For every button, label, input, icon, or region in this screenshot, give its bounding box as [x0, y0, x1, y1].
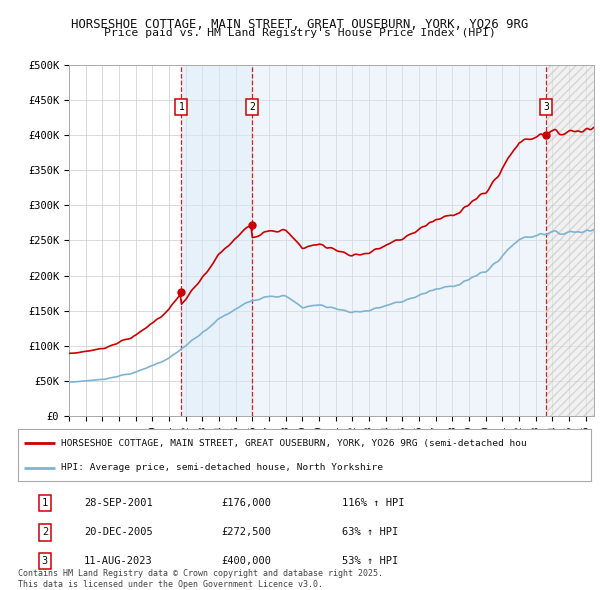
Bar: [181, 65, 252, 416]
Text: 20-DEC-2005: 20-DEC-2005: [84, 527, 152, 537]
Bar: [546, 65, 594, 416]
Text: 1: 1: [178, 102, 184, 112]
Text: 2: 2: [249, 102, 255, 112]
Text: Contains HM Land Registry data © Crown copyright and database right 2025.
This d: Contains HM Land Registry data © Crown c…: [18, 569, 383, 589]
Bar: [252, 65, 546, 416]
Text: £400,000: £400,000: [221, 556, 271, 566]
Text: £272,500: £272,500: [221, 527, 271, 537]
Text: 53% ↑ HPI: 53% ↑ HPI: [342, 556, 398, 566]
Text: HORSESHOE COTTAGE, MAIN STREET, GREAT OUSEBURN, YORK, YO26 9RG (semi-detached ho: HORSESHOE COTTAGE, MAIN STREET, GREAT OU…: [61, 439, 527, 448]
Text: 28-SEP-2001: 28-SEP-2001: [84, 498, 152, 508]
Text: 63% ↑ HPI: 63% ↑ HPI: [342, 527, 398, 537]
Text: 2: 2: [42, 527, 48, 537]
Text: 1: 1: [42, 498, 48, 508]
Text: £176,000: £176,000: [221, 498, 271, 508]
Text: 3: 3: [543, 102, 549, 112]
Bar: [546, 65, 594, 416]
Text: 116% ↑ HPI: 116% ↑ HPI: [342, 498, 404, 508]
Text: HORSESHOE COTTAGE, MAIN STREET, GREAT OUSEBURN, YORK, YO26 9RG: HORSESHOE COTTAGE, MAIN STREET, GREAT OU…: [71, 18, 529, 31]
Text: Price paid vs. HM Land Registry's House Price Index (HPI): Price paid vs. HM Land Registry's House …: [104, 28, 496, 38]
Text: 11-AUG-2023: 11-AUG-2023: [84, 556, 152, 566]
Text: HPI: Average price, semi-detached house, North Yorkshire: HPI: Average price, semi-detached house,…: [61, 463, 383, 473]
Text: 3: 3: [42, 556, 48, 566]
